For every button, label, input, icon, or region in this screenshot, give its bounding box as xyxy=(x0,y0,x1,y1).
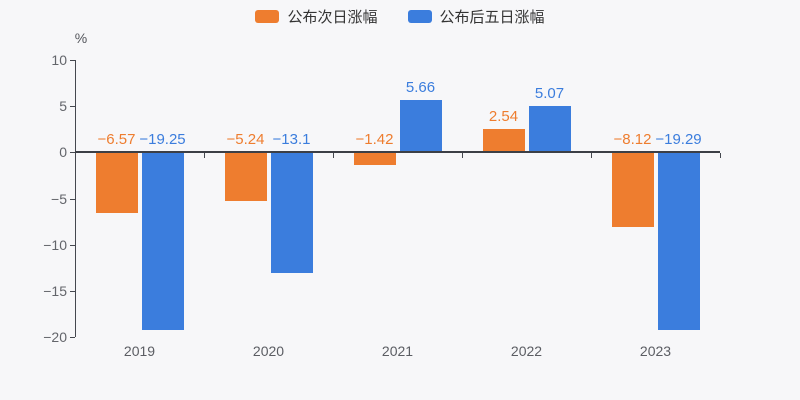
bar-value-label: −5.24 xyxy=(226,131,265,149)
bar[interactable] xyxy=(482,128,525,153)
x-axis-zero-line xyxy=(75,151,720,154)
legend-marker-icon xyxy=(255,9,280,23)
bar-value-label: −1.42 xyxy=(355,131,394,149)
y-axis-tick-label: −10 xyxy=(43,236,67,253)
x-category-label: 2022 xyxy=(510,343,543,359)
bar-value-label: 5.07 xyxy=(534,84,565,102)
y-axis-tick xyxy=(70,291,75,292)
x-axis-tick xyxy=(75,153,76,159)
legend-item[interactable]: 公布后五日涨幅 xyxy=(407,6,545,27)
bar-value-label: −19.29 xyxy=(655,131,702,149)
bar-value-label: −19.25 xyxy=(139,131,186,149)
y-axis-tick xyxy=(70,60,75,61)
y-axis-tick xyxy=(70,337,75,338)
y-axis-tick-label: −5 xyxy=(51,190,67,207)
y-axis-tick-label: 10 xyxy=(51,52,67,68)
y-axis-tick xyxy=(70,199,75,200)
bar[interactable] xyxy=(399,100,442,153)
y-axis-tick-label: −20 xyxy=(43,329,67,345)
x-axis-tick xyxy=(204,153,205,159)
bar[interactable] xyxy=(270,152,313,274)
legend-item[interactable]: 公布次日涨幅 xyxy=(255,6,378,27)
legend-item-label: 公布后五日涨幅 xyxy=(439,8,545,26)
y-axis-tick xyxy=(70,152,75,153)
x-axis-tick xyxy=(720,153,721,159)
legend-item-label: 公布次日涨幅 xyxy=(287,8,378,26)
bar[interactable] xyxy=(353,152,396,166)
bar[interactable] xyxy=(528,105,571,153)
legend: 公布次日涨幅 公布后五日涨幅 xyxy=(0,6,800,26)
bar[interactable] xyxy=(224,152,267,201)
y-axis-tick-label: −15 xyxy=(43,282,67,299)
bar-value-label: 5.66 xyxy=(405,79,436,97)
bar[interactable] xyxy=(95,152,138,213)
y-axis-tick-label: 5 xyxy=(59,98,67,115)
bar-value-label: 2.54 xyxy=(488,107,519,125)
y-axis-unit-label: % xyxy=(74,30,88,46)
bar[interactable] xyxy=(657,152,700,331)
x-category-label: 2019 xyxy=(123,343,156,359)
bar-value-label: −8.12 xyxy=(613,131,652,149)
bar-value-label: −6.57 xyxy=(97,131,136,149)
x-category-label: 2020 xyxy=(252,343,285,359)
y-axis-line xyxy=(75,60,76,337)
y-axis-tick xyxy=(70,106,75,107)
x-axis-tick xyxy=(591,153,592,159)
y-axis-tick xyxy=(70,245,75,246)
bar[interactable] xyxy=(141,152,184,331)
x-category-label: 2021 xyxy=(381,343,414,359)
bar[interactable] xyxy=(611,152,654,228)
x-axis-tick xyxy=(462,153,463,159)
legend-marker-icon xyxy=(407,9,432,23)
x-category-label: 2023 xyxy=(639,343,672,359)
x-axis-tick xyxy=(333,153,334,159)
y-axis-tick-label: 0 xyxy=(59,144,67,161)
bar-value-label: −13.1 xyxy=(272,131,311,149)
